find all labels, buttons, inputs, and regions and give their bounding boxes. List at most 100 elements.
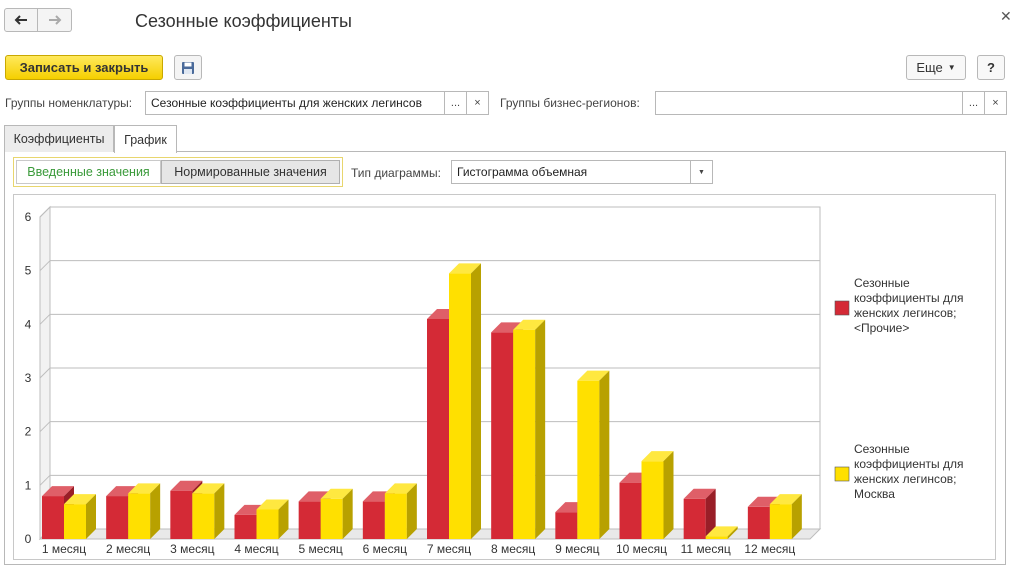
save-button[interactable] xyxy=(174,55,202,80)
bar-side xyxy=(663,451,674,539)
x-tick-label: 12 месяц xyxy=(744,542,795,556)
x-tick-label: 11 месяц xyxy=(681,542,731,556)
business-regions-choose-button[interactable]: ... xyxy=(963,91,985,115)
chart-type-label: Тип диаграммы: xyxy=(351,166,441,180)
y-tick-label: 0 xyxy=(25,532,32,546)
bar-top xyxy=(705,526,738,537)
y-tick-label: 4 xyxy=(25,317,32,331)
x-tick-label: 2 месяц xyxy=(106,542,150,556)
bar-front xyxy=(641,461,664,539)
nomenclature-choose-button[interactable]: ... xyxy=(445,91,467,115)
page-title: Сезонные коэффициенты xyxy=(135,11,352,31)
chart-area: 0 1 2 3 4 5 6 1 месяц 2 месяц 3 месяц 4 месяц 5 мес… xyxy=(13,194,996,560)
chart-type-dropdown-button[interactable]: ▼ xyxy=(691,160,713,184)
bar-side xyxy=(342,488,353,539)
chevron-down-icon: ▼ xyxy=(947,63,956,72)
floppy-disk-icon xyxy=(182,61,194,74)
bar-front xyxy=(513,329,536,539)
bar-top xyxy=(256,499,289,510)
bar-front xyxy=(449,273,471,539)
seasonal-coefficients-chart: 0 1 2 3 4 5 6 1 месяц 2 месяц 3 месяц 4 месяц 5 мес… xyxy=(25,205,963,556)
business-regions-clear-button[interactable]: × xyxy=(985,91,1007,115)
chevron-down-icon: ▼ xyxy=(698,168,705,176)
bar-top xyxy=(683,488,716,499)
tab-chart[interactable]: График xyxy=(114,125,177,153)
nomenclature-groups-field[interactable]: Сезонные коэффициенты для женских легинс… xyxy=(145,91,445,115)
bar-front xyxy=(362,501,385,539)
back-button[interactable] xyxy=(4,8,38,32)
normalized-values-button[interactable]: Нормированные значения xyxy=(161,160,340,184)
bar-front xyxy=(234,514,257,539)
x-tick-label: 1 месяц xyxy=(42,542,86,556)
arrow-right-icon xyxy=(48,15,61,25)
save-and-close-button[interactable]: Записать и закрыть xyxy=(5,55,163,80)
bar-front xyxy=(64,504,86,539)
x-tick-label: 8 месяц xyxy=(491,542,535,556)
bar-top xyxy=(449,263,481,274)
bar-side xyxy=(214,483,225,539)
bar-front xyxy=(298,501,321,539)
chart-type-select[interactable]: Гистограмма объемная xyxy=(451,160,691,184)
bar-side xyxy=(599,370,610,539)
bar-top xyxy=(513,319,546,330)
gridline-side xyxy=(39,260,51,272)
bar-front xyxy=(384,493,407,539)
bar-side xyxy=(705,488,716,539)
more-menu-button[interactable]: Еще ▼ xyxy=(906,55,966,80)
business-regions-field[interactable] xyxy=(655,91,963,115)
gridline-side xyxy=(39,367,51,379)
bar-side xyxy=(727,526,738,539)
bar-front xyxy=(705,536,728,539)
bar-front xyxy=(42,496,64,539)
gridline-side xyxy=(39,421,51,433)
bar-front xyxy=(427,318,449,539)
x-tick-label: 3 месяц xyxy=(170,542,214,556)
nomenclature-clear-button[interactable]: × xyxy=(467,91,489,115)
x-tick-label: 9 месяц xyxy=(555,542,599,556)
bar-front xyxy=(769,504,792,539)
legend-swatch xyxy=(834,466,850,482)
x-tick-label: 5 месяц xyxy=(299,542,343,556)
tab-coefficients[interactable]: Коэффициенты xyxy=(4,125,114,152)
y-tick-label: 5 xyxy=(25,264,32,278)
bar-front xyxy=(106,496,129,539)
bar-side xyxy=(150,483,161,539)
bar-side xyxy=(406,483,417,539)
x-tick-label: 6 месяц xyxy=(363,542,407,556)
legend-swatch xyxy=(834,300,850,316)
bar-top xyxy=(641,451,674,462)
y-tick-label: 6 xyxy=(25,210,32,224)
bar-side xyxy=(471,263,481,539)
legend-label: Сезонные коэффициенты для женских легинсов… xyxy=(854,442,963,501)
entered-values-button[interactable]: Введенные значения xyxy=(16,160,161,184)
bar-front xyxy=(256,509,279,539)
y-tick-label: 1 xyxy=(25,478,32,492)
values-mode-switch xyxy=(13,157,343,187)
forward-button[interactable] xyxy=(38,8,72,32)
bar-top xyxy=(42,486,74,497)
bar-side xyxy=(535,319,546,539)
gridline-side xyxy=(39,313,51,325)
bar-top xyxy=(577,370,610,381)
more-label: Еще xyxy=(916,60,943,75)
gridline-side xyxy=(39,474,51,486)
bar-top xyxy=(128,483,161,494)
nomenclature-groups-label: Группы номенклатуры: xyxy=(5,96,133,110)
bar-front xyxy=(619,482,642,539)
bar-front xyxy=(320,498,343,539)
bar-front xyxy=(128,493,151,539)
bar-top xyxy=(64,494,96,505)
bar-side xyxy=(278,499,289,539)
y-tick-label: 2 xyxy=(25,425,32,439)
business-regions-label: Группы бизнес-регионов: xyxy=(500,96,640,110)
bar-front xyxy=(577,380,600,539)
bar-top xyxy=(170,480,203,491)
x-tick-label: 7 месяц xyxy=(427,542,471,556)
close-icon[interactable]: ✕ xyxy=(1000,8,1012,24)
arrow-left-icon xyxy=(14,15,27,25)
gridline-side xyxy=(39,206,51,218)
bar-top xyxy=(384,483,417,494)
legend-label: Сезонные коэффициенты для женских легинсов… xyxy=(854,276,963,335)
help-button[interactable]: ? xyxy=(977,55,1005,80)
x-tick-label: 10 месяц xyxy=(616,542,667,556)
